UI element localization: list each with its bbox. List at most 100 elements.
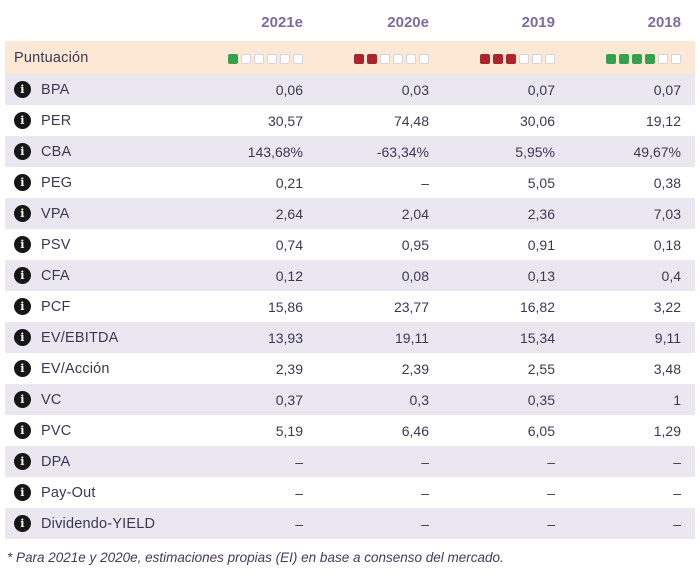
row-label: PEG: [41, 174, 73, 191]
value-cell-2: 15,34: [519, 329, 555, 346]
value-cell-3: 0,38: [653, 174, 681, 191]
row-label-cell: i CBA: [5, 143, 191, 160]
info-icon[interactable]: i: [14, 236, 31, 253]
row-label-cell: i PER: [5, 112, 191, 129]
value-cell-0: 2,39: [275, 360, 303, 377]
value-cell-2: 6,05: [527, 422, 555, 439]
table-row: i DPA – – – –: [5, 446, 695, 477]
row-label: PCF: [41, 298, 71, 315]
value-cell-0: 15,86: [267, 298, 303, 315]
row-label: PER: [41, 112, 72, 129]
table-row: i CFA 0,12 0,08 0,13 0,4: [5, 260, 695, 291]
value-cell-2: 16,82: [519, 298, 555, 315]
info-icon[interactable]: i: [14, 329, 31, 346]
value-cell-3: 0,07: [653, 81, 681, 98]
value-cell-1: -63,34%: [376, 143, 429, 160]
value-cell-2: 30,06: [519, 112, 555, 129]
value-cell-1: 2,04: [401, 205, 429, 222]
row-label-cell: i EV/Acción: [5, 360, 191, 377]
info-icon[interactable]: i: [14, 515, 31, 532]
info-icon[interactable]: i: [14, 267, 31, 284]
score-row-label: Puntuación: [14, 49, 89, 66]
value-cell-0: –: [295, 453, 303, 470]
value-cell-3: 49,67%: [633, 143, 681, 160]
score-squares: [606, 53, 681, 64]
value-cell-1: 0,08: [401, 267, 429, 284]
value-cell-3: 7,03: [653, 205, 681, 222]
row-label: VPA: [41, 205, 70, 222]
row-label-cell: i VC: [5, 391, 191, 408]
table-row: i BPA 0,06 0,03 0,07 0,07: [5, 74, 695, 105]
value-cell-1: 0,95: [401, 236, 429, 253]
score-squares: [354, 53, 429, 64]
value-cell-0: 5,19: [275, 422, 303, 439]
row-label: BPA: [41, 81, 70, 98]
value-cell-3: –: [673, 484, 681, 501]
info-icon[interactable]: i: [14, 422, 31, 439]
value-cell-3: 3,22: [653, 298, 681, 315]
value-cell-0: 0,06: [275, 81, 303, 98]
info-icon[interactable]: i: [14, 112, 31, 129]
value-cell-3: 0,18: [653, 236, 681, 253]
value-cell-2: –: [547, 515, 555, 532]
score-cell-2020e: [317, 50, 443, 66]
value-cell-2: 0,35: [527, 391, 555, 408]
info-icon[interactable]: i: [14, 391, 31, 408]
value-cell-3: –: [673, 515, 681, 532]
info-icon[interactable]: i: [14, 484, 31, 501]
row-label-cell: i BPA: [5, 81, 191, 98]
value-cell-1: –: [421, 174, 429, 191]
row-label-cell: i PSV: [5, 236, 191, 253]
score-cell-2018: [569, 50, 695, 66]
table-row: i Pay-Out – – – –: [5, 477, 695, 508]
table-header-row: 2021e 2020e 2019 2018: [5, 4, 695, 41]
footnote: * Para 2021e y 2020e, estimaciones propi…: [7, 550, 504, 565]
row-label: PSV: [41, 236, 71, 253]
info-icon[interactable]: i: [14, 174, 31, 191]
info-icon[interactable]: i: [14, 298, 31, 315]
info-icon[interactable]: i: [14, 205, 31, 222]
value-cell-1: –: [421, 515, 429, 532]
info-icon[interactable]: i: [14, 453, 31, 470]
score-squares: [480, 53, 555, 64]
score-cell-2021e: [191, 50, 317, 66]
column-header-2018: 2018: [647, 14, 681, 31]
value-cell-1: 19,11: [395, 329, 429, 346]
value-cell-0: 0,12: [275, 267, 303, 284]
row-label-cell: i Dividendo-YIELD: [5, 515, 191, 532]
value-cell-1: 6,46: [401, 422, 429, 439]
info-icon[interactable]: i: [14, 143, 31, 160]
table-row: i Dividendo-YIELD – – – –: [5, 508, 695, 539]
table-row: i EV/Acción 2,39 2,39 2,55 3,48: [5, 353, 695, 384]
value-cell-1: 0,3: [409, 391, 429, 408]
value-cell-0: 0,21: [275, 174, 303, 191]
score-cell-2019: [443, 50, 569, 66]
value-cell-2: 2,55: [527, 360, 555, 377]
row-label: EV/EBITDA: [41, 329, 119, 346]
value-cell-0: 0,74: [275, 236, 303, 253]
column-header-2021e: 2021e: [261, 14, 303, 31]
row-label: EV/Acción: [41, 360, 110, 377]
row-label-cell: i CFA: [5, 267, 191, 284]
row-label: PVC: [41, 422, 72, 439]
row-label: DPA: [41, 453, 71, 470]
info-icon[interactable]: i: [14, 81, 31, 98]
value-cell-1: 23,77: [393, 298, 429, 315]
value-cell-3: 3,48: [653, 360, 681, 377]
row-label: VC: [41, 391, 62, 408]
value-cell-2: 0,07: [527, 81, 555, 98]
value-cell-0: –: [295, 515, 303, 532]
row-label: CFA: [41, 267, 70, 284]
row-label: CBA: [41, 143, 72, 160]
value-cell-2: –: [547, 453, 555, 470]
column-header-2020e: 2020e: [387, 14, 429, 31]
table-row: i PEG 0,21 – 5,05 0,38: [5, 167, 695, 198]
value-cell-3: 0,4: [661, 267, 681, 284]
row-label-cell: i PEG: [5, 174, 191, 191]
row-label-cell: i VPA: [5, 205, 191, 222]
value-cell-2: 0,13: [527, 267, 555, 284]
column-header-2019: 2019: [521, 14, 555, 31]
info-icon[interactable]: i: [14, 360, 31, 377]
table-row: i EV/EBITDA 13,93 19,11 15,34 9,11: [5, 322, 695, 353]
value-cell-3: 9,11: [654, 329, 681, 346]
